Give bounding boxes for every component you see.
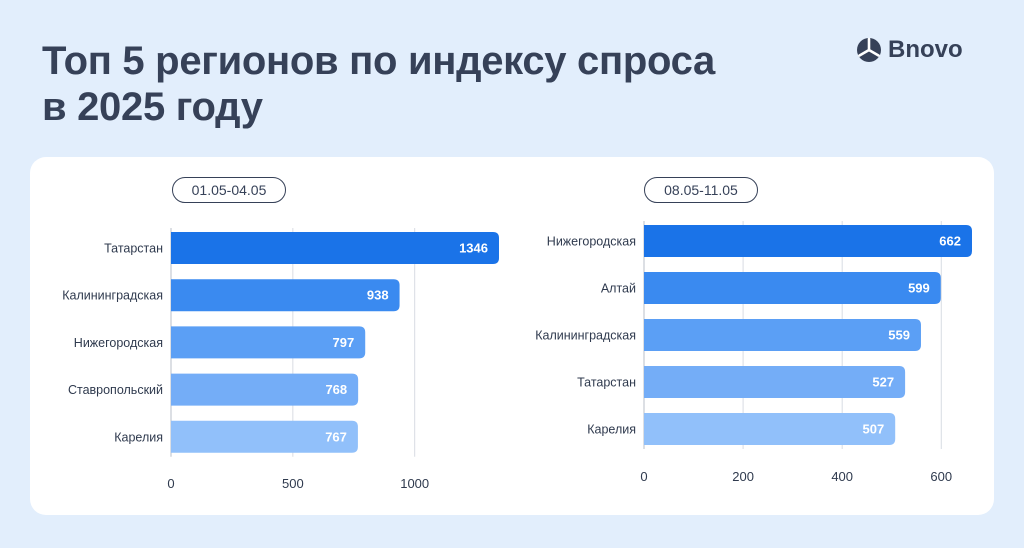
bar-value-label: 662: [939, 234, 961, 249]
bar-value-label: 507: [862, 422, 884, 437]
bar: [171, 232, 499, 264]
x-tick-label: 1000: [400, 476, 429, 491]
brand-logo: Bnovo: [856, 36, 963, 64]
x-tick-label: 400: [831, 469, 853, 484]
category-label: Карелия: [587, 423, 636, 437]
brand-name: Bnovo: [888, 36, 963, 63]
bar-value-label: 938: [367, 288, 389, 303]
x-tick-label: 0: [167, 476, 174, 491]
bar-value-label: 768: [325, 382, 347, 397]
period-badge-2: 08.05-11.05: [644, 177, 758, 203]
bar: [644, 366, 906, 398]
category-label: Татарстан: [104, 242, 163, 256]
x-tick-label: 200: [732, 469, 754, 484]
bar: [644, 272, 941, 304]
bar-chart-1: 0 500 1000 1346 Татарстан 938 Калининградская 7…: [62, 228, 499, 491]
bar: [644, 413, 896, 445]
bar: [644, 225, 972, 257]
category-label: Карелия: [114, 430, 163, 444]
page-title-line-1: Топ 5 регионов по индексу спроса: [42, 39, 715, 83]
bar-value-label: 1346: [459, 241, 488, 256]
bar-value-label: 797: [333, 335, 355, 350]
x-tick-label: 500: [282, 476, 304, 491]
bar-value-label: 527: [872, 375, 894, 390]
bar-chart-2: 0 200 400 600 662 Нижегородская 599 Алтай 559 Кал…: [535, 221, 972, 484]
bar-value-label: 599: [908, 281, 930, 296]
category-label: Калининградская: [62, 289, 163, 303]
bar: [171, 326, 366, 359]
bar: [171, 420, 358, 453]
period-badge-1: 01.05-04.05: [172, 177, 286, 203]
bar: [644, 319, 921, 351]
page-title: Топ 5 регионов по индексу спроса в 2025 …: [42, 38, 802, 130]
bar: [171, 373, 359, 406]
charts-card: 01.05-04.05 08.05-11.05 0 500 1000 1346 Тата…: [30, 157, 994, 515]
category-label: Нижегородская: [74, 336, 163, 350]
category-label: Татарстан: [577, 376, 636, 390]
category-label: Нижегородская: [547, 235, 636, 249]
category-label: Калининградская: [535, 329, 636, 343]
x-tick-label: 0: [640, 469, 647, 484]
bnovo-logo-icon: [857, 37, 881, 62]
bar-value-label: 559: [888, 328, 910, 343]
category-label: Алтай: [601, 282, 636, 296]
category-label: Ставропольский: [68, 383, 163, 397]
bar: [171, 279, 400, 312]
page-title-line-2: в 2025 году: [42, 85, 263, 129]
x-tick-label: 600: [930, 469, 952, 484]
bar-value-label: 767: [325, 429, 347, 444]
